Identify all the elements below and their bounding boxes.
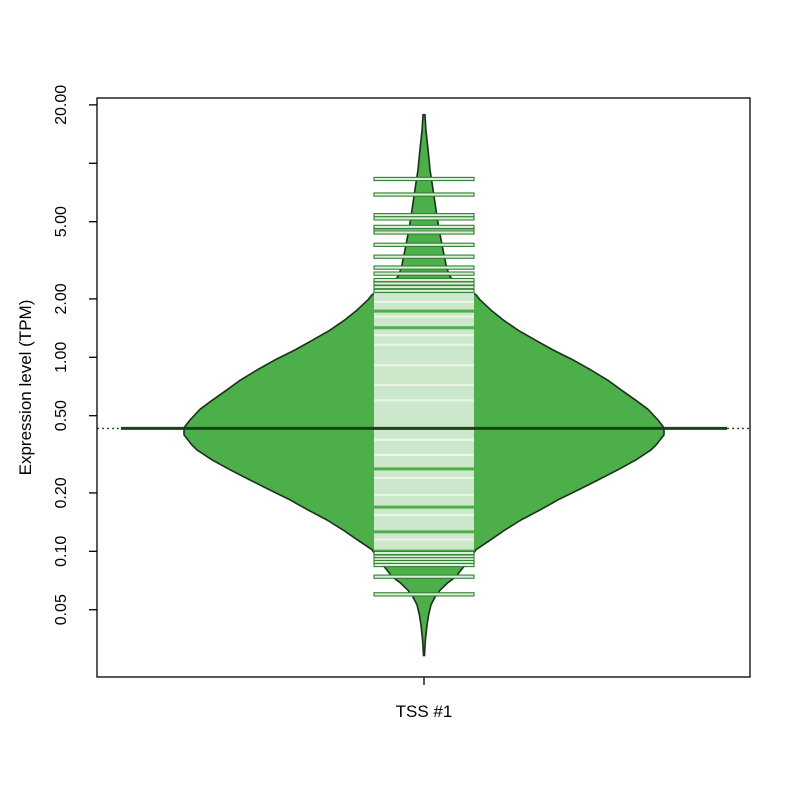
beanline	[373, 271, 475, 276]
beanline-bright-stripe	[374, 493, 474, 497]
y-axis-title: Expression level (TPM)	[16, 300, 35, 476]
beanline	[373, 242, 475, 247]
y-tick-label: 0.10	[53, 536, 70, 567]
beanline-gap-stripe	[374, 326, 474, 330]
beanline-gap-stripe	[374, 309, 474, 313]
beanline	[373, 284, 475, 290]
beanline	[373, 550, 475, 556]
beanline-gap-stripe	[374, 530, 474, 534]
y-tick-label: 0.50	[53, 400, 70, 431]
beanline	[373, 592, 475, 597]
beanline	[373, 216, 475, 221]
beanline-bright-stripe	[374, 538, 474, 541]
beanline-bright-stripe	[374, 399, 474, 402]
beanline	[373, 562, 475, 568]
dense-beanline-band	[374, 292, 474, 550]
beanline-bright-stripe	[374, 453, 474, 456]
beanline-bright-stripe	[374, 383, 474, 387]
beanline	[373, 176, 475, 182]
y-tick-label: 1.00	[53, 342, 70, 373]
beanline-bright-stripe	[374, 513, 474, 517]
beanline	[373, 192, 475, 197]
y-tick-label: 0.20	[53, 477, 70, 508]
beanline-bright-stripe	[374, 334, 474, 337]
x-category-label: TSS #1	[396, 702, 453, 721]
beanline	[373, 574, 475, 579]
beanline-bright-stripe	[374, 438, 474, 442]
beanline-bright-stripe	[374, 364, 474, 367]
beanline	[373, 254, 475, 259]
beanline-bright-stripe	[374, 343, 474, 346]
beanline	[373, 277, 475, 283]
beanline-gap-stripe	[374, 505, 474, 509]
y-tick-label: 0.05	[53, 594, 70, 625]
beanline	[373, 230, 475, 235]
y-tick-label: 5.00	[53, 206, 70, 237]
beanline	[373, 288, 475, 294]
y-tick-label: 20.00	[53, 85, 70, 125]
beanline	[373, 281, 475, 286]
y-tick-label: 2.00	[53, 283, 70, 314]
beanline-bright-stripe	[374, 476, 474, 479]
beanline-gap-stripe	[374, 467, 474, 471]
beanline	[373, 265, 475, 270]
beanline	[373, 224, 475, 230]
beanline-bright-stripe	[374, 315, 474, 318]
beanline-bright-stripe	[374, 300, 474, 303]
